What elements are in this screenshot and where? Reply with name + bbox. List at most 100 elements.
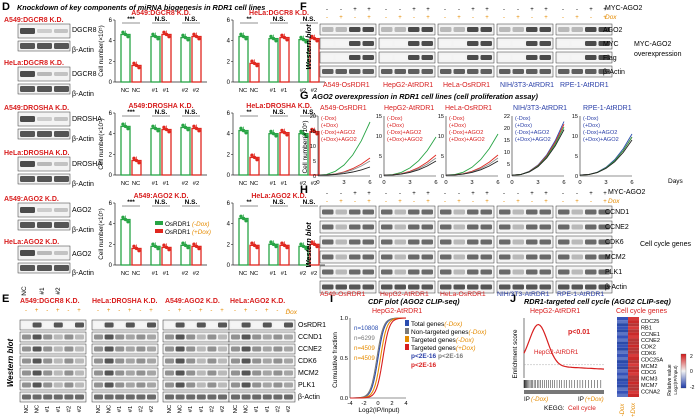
blot-band: [207, 346, 217, 352]
blot-band: [539, 69, 551, 74]
panel-f-line-labels: A549-OsRDR1 HepG2-AtRDR1 HeLa-OsRDR1 NIH…: [323, 82, 609, 89]
blot-band: [207, 322, 217, 328]
blot-band: [94, 346, 103, 352]
svg-text:DGCR8: DGCR8: [72, 27, 97, 34]
blot-strip: [437, 280, 495, 294]
myc-ago2-sign: -: [444, 7, 446, 13]
blot-band: [408, 224, 420, 230]
growth-legend: (-Dox)+AGO2: [515, 130, 549, 136]
blot-band: [571, 239, 583, 245]
blot-band: [284, 370, 293, 376]
svg-text:HeLa-OsRDR1: HeLa-OsRDR1: [440, 291, 486, 298]
blot-band: [394, 239, 406, 245]
x-tick-label: NC: [121, 181, 129, 187]
blot-band: [440, 284, 452, 290]
blot-band: [558, 284, 570, 290]
svg-text:Flag: Flag: [603, 55, 617, 62]
blot-strip: [19, 391, 87, 403]
blot-band: [231, 334, 240, 340]
myc-ago2-sign: +: [471, 7, 475, 13]
gene-label: CDC25A: [641, 357, 663, 363]
growth-legend: (-Dox): [449, 116, 465, 122]
blot-band: [53, 370, 63, 376]
data-point: [299, 242, 303, 246]
blot-band: [75, 322, 84, 328]
data-point: [285, 133, 289, 137]
blot-band: [252, 334, 262, 340]
kegg-label: KEGG:: [544, 405, 565, 412]
blot-band: [284, 346, 293, 352]
x-tick-label: -4: [347, 401, 353, 407]
myc-ago2-sign: +: [603, 7, 607, 13]
x-tick-label: #1: [163, 88, 169, 94]
blot-band: [585, 224, 597, 230]
blot-band: [598, 69, 610, 74]
blot-band: [54, 208, 68, 212]
blot-band: [196, 334, 206, 340]
blot-title-1: A549:DGCR8 K.D.: [4, 17, 64, 24]
blot-band: [322, 254, 334, 260]
blot-band: [284, 382, 293, 388]
myc-ago2-sign: -: [576, 191, 578, 197]
panel-j-title: RDR1-targeted cell cycle (AGO2 CLIP-seq): [524, 297, 671, 306]
blot-strip: [437, 37, 495, 50]
svg-text:β-Actin: β-Actin: [603, 69, 625, 76]
dox-sign: +: [367, 15, 371, 21]
heat-cell: [628, 344, 639, 348]
dox-sign: +: [603, 199, 607, 205]
sig-label: N.S.: [155, 199, 168, 206]
myc-ago2-sign: -: [340, 7, 342, 13]
heat-cell: [628, 378, 639, 382]
blot-title-5: A549:AGO2 K.D.: [4, 196, 59, 203]
gene-label: MCM7: [641, 383, 657, 389]
myc-ago2-sign: +: [530, 191, 534, 197]
panel-j-heatmap: [617, 317, 639, 397]
blot-band-actin: [20, 43, 35, 49]
dox-sign: +: [398, 15, 402, 21]
svg-text:OsRDR1 (-Dox): OsRDR1 (-Dox): [165, 221, 209, 228]
blot-band: [64, 346, 74, 352]
data-point: [137, 65, 141, 70]
sig-label: N.S.: [273, 16, 286, 23]
blot-band: [349, 27, 361, 32]
svg-text:A549:DGCR8 K.D.: A549:DGCR8 K.D.: [20, 298, 80, 305]
data-point: [241, 128, 246, 133]
svg-text:2: 2: [690, 354, 693, 360]
svg-text:+Dox: +Dox: [631, 402, 637, 417]
blot-band: [394, 41, 406, 46]
blot-strip: [496, 23, 554, 36]
blot-band: [480, 41, 492, 46]
bar: [238, 217, 249, 266]
blot-band: [585, 27, 597, 32]
growth-legend: (-Dox): [387, 116, 403, 122]
blot-band: [64, 370, 74, 376]
blot-band: [467, 269, 479, 275]
blot-band-actin: [37, 265, 52, 271]
svg-text:HeLa:DROSHA K.D.: HeLa:DROSHA K.D.: [92, 298, 158, 305]
blot-band: [394, 69, 406, 74]
svg-text:Relative value: Relative value: [667, 364, 673, 396]
blot-band: [53, 346, 63, 352]
blot-band: [322, 27, 334, 32]
y-tick-label: 2: [109, 59, 113, 65]
blot-band: [539, 224, 551, 230]
blot-band: [43, 370, 53, 376]
growth-legend: (-Dox): [515, 116, 531, 122]
blot-band-actin: [20, 176, 35, 182]
y-tick-label: 0: [109, 173, 113, 179]
x-tick-label: #2: [311, 181, 317, 187]
sig-label: N.S.: [185, 199, 198, 206]
blot-band: [571, 224, 583, 230]
x-tick-label: #2: [193, 88, 199, 94]
heat-cell: [628, 341, 639, 345]
data-point: [271, 36, 276, 41]
blot-band: [526, 69, 538, 74]
blot-band: [322, 239, 334, 245]
heat-cell: [617, 366, 628, 370]
data-point: [167, 34, 171, 39]
blot-band: [165, 346, 174, 352]
dox-sign: -: [139, 308, 141, 314]
bar: [150, 35, 161, 83]
y-tick-label: 6: [109, 18, 113, 24]
